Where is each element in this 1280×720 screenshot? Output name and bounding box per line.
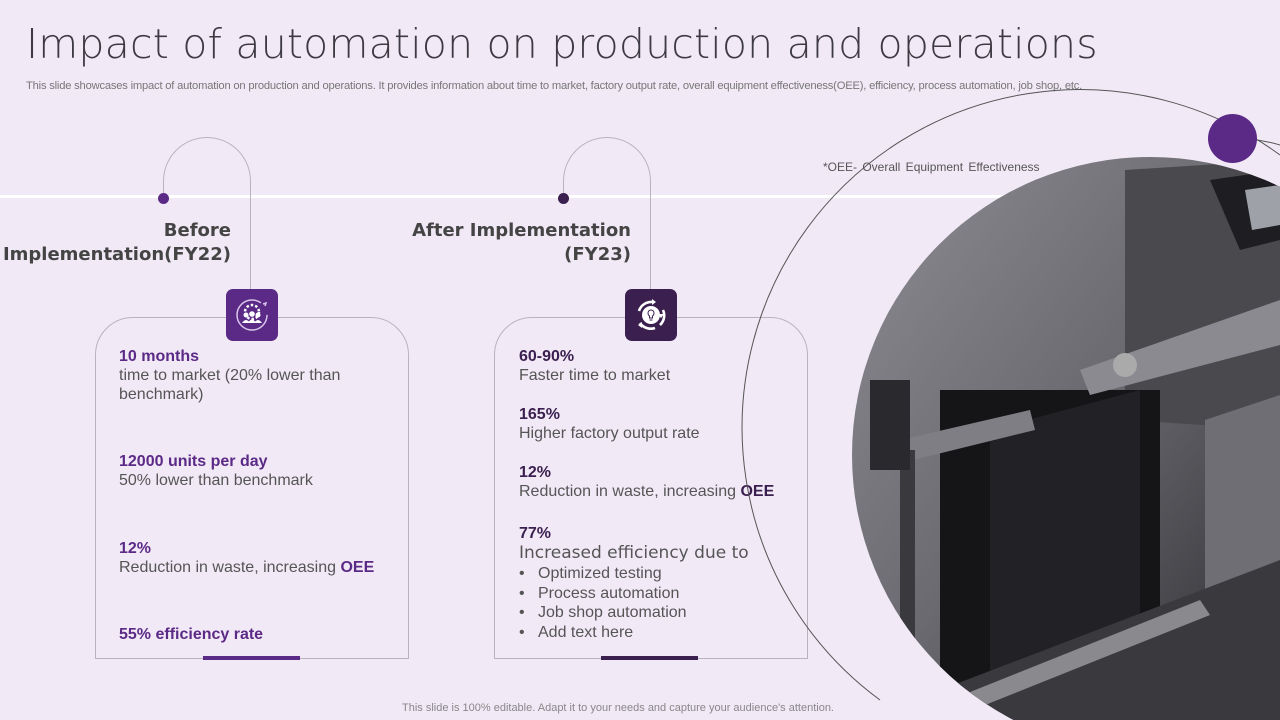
phase-title-after: After Implementation (FY23) [371,219,631,267]
bullet-item: • Add text here [519,623,634,641]
stat-item: 165% Higher factory output rate [519,405,799,443]
stat-description: Reduction in waste, increasing OEE [519,482,799,501]
accent-bar-after [601,656,698,660]
phase-title-line: After Implementation [412,220,631,241]
team-gear-cycle-icon [226,289,278,341]
page-title: Impact of automation on production and o… [26,20,1098,68]
loop-mask [162,200,165,300]
accent-bar-before [203,656,300,660]
stat-value: 165% [519,406,560,423]
bullet-item: • Process automation [519,584,680,602]
bullet-text: Optimized testing [538,565,662,582]
decorative-purple-circle [1208,114,1257,163]
stat-item: 12% Reduction in waste, increasing OEE [119,539,399,577]
bullet-text: Job shop automation [538,604,687,621]
lightbulb-cycle-icon [625,289,677,341]
connector-loop-before [163,137,251,297]
oee-label: OEE [740,483,775,500]
stat-description: 50% lower than benchmark [119,472,313,489]
loop-mask [562,200,565,300]
stat-description-text: Reduction in waste, increasing [519,483,741,500]
bullet-list: • Optimized testing • Process automation •… [519,564,799,642]
stat-description: time to market (20% lower than benchmark… [119,367,341,403]
stat-description: Increased efficiency due to [519,543,749,563]
stat-value: 77% [519,525,552,542]
timeline-dot-after [558,193,569,204]
stat-item: 12% Reduction in waste, increasing OEE [519,463,799,501]
bullet-item: • Optimized testing [519,565,662,582]
bullet-text: Add text here [538,623,634,641]
timeline-line [0,195,1010,198]
stat-value: 12% [519,464,552,481]
stat-description: Faster time to market [519,367,671,384]
stat-value: 60-90% [519,348,575,365]
timeline-dot-before [158,193,169,204]
stat-value: 12000 units per day [119,453,268,470]
phase-title-before: Before Implementation(FY22) [0,219,231,267]
stat-description: Higher factory output rate [519,425,700,442]
stat-description-text: Reduction in waste, increasing [119,559,341,576]
stat-value: 10 months [119,348,200,365]
bullet-text: Process automation [538,584,680,602]
connector-loop-after [563,137,651,297]
oee-footnote: *OEE- Overall Equipment Effectiveness [823,160,1040,174]
phase-title-line: (FY23) [564,244,631,265]
bullet-item: • Job shop automation [519,604,687,621]
phase-title-line: Before [163,220,231,241]
footer-note: This slide is 100% editable. Adapt it to… [402,702,834,714]
stat-item: 12000 units per day 50% lower than bench… [119,452,399,490]
stat-item: 55% efficiency rate [119,625,399,644]
page-subtitle: This slide showcases impact of automatio… [26,80,1083,92]
stat-item: 77% Increased efficiency due to • Optimiz… [519,524,799,642]
stat-item: 60-90% Faster time to market [519,347,799,385]
phase-title-line: Implementation(FY22) [2,244,231,265]
stat-value: 12% [119,540,152,557]
stat-description: Reduction in waste, increasing OEE [119,558,399,577]
stat-item: 10 months time to market (20% lower than… [119,347,399,404]
oee-label: OEE [340,559,375,576]
stat-value: 55% efficiency rate [119,626,264,643]
